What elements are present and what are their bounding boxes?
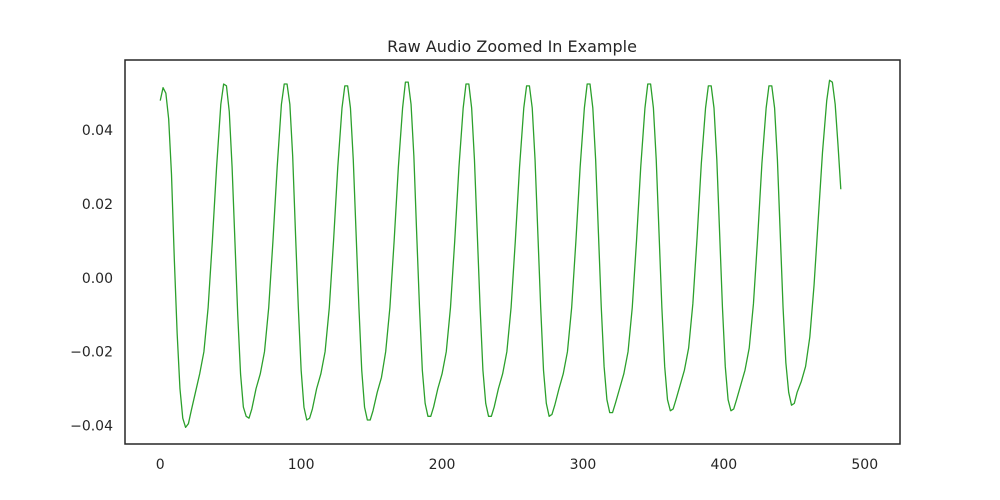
x-tick-label: 500 <box>851 457 878 473</box>
y-tick-label: 0.04 <box>82 123 113 139</box>
x-tick-label: 200 <box>429 457 456 473</box>
plot-frame <box>124 59 901 445</box>
y-tick-label: −0.04 <box>70 419 113 435</box>
y-tick-label: 0.00 <box>82 271 113 287</box>
y-tick-label: 0.02 <box>82 197 113 213</box>
chart-title: Raw Audio Zoomed In Example <box>387 37 637 56</box>
x-tick-label: 0 <box>156 457 165 473</box>
plot-area <box>159 79 842 429</box>
x-tick-label: 400 <box>710 457 737 473</box>
x-axis: 0 100 200 300 400 500 <box>156 457 878 473</box>
y-axis: −0.04 −0.02 0.00 0.02 0.04 <box>70 123 113 434</box>
series-line-0 <box>159 79 842 429</box>
y-tick-label: −0.02 <box>70 345 113 361</box>
x-tick-label: 100 <box>288 457 315 473</box>
x-tick-label: 300 <box>570 457 597 473</box>
